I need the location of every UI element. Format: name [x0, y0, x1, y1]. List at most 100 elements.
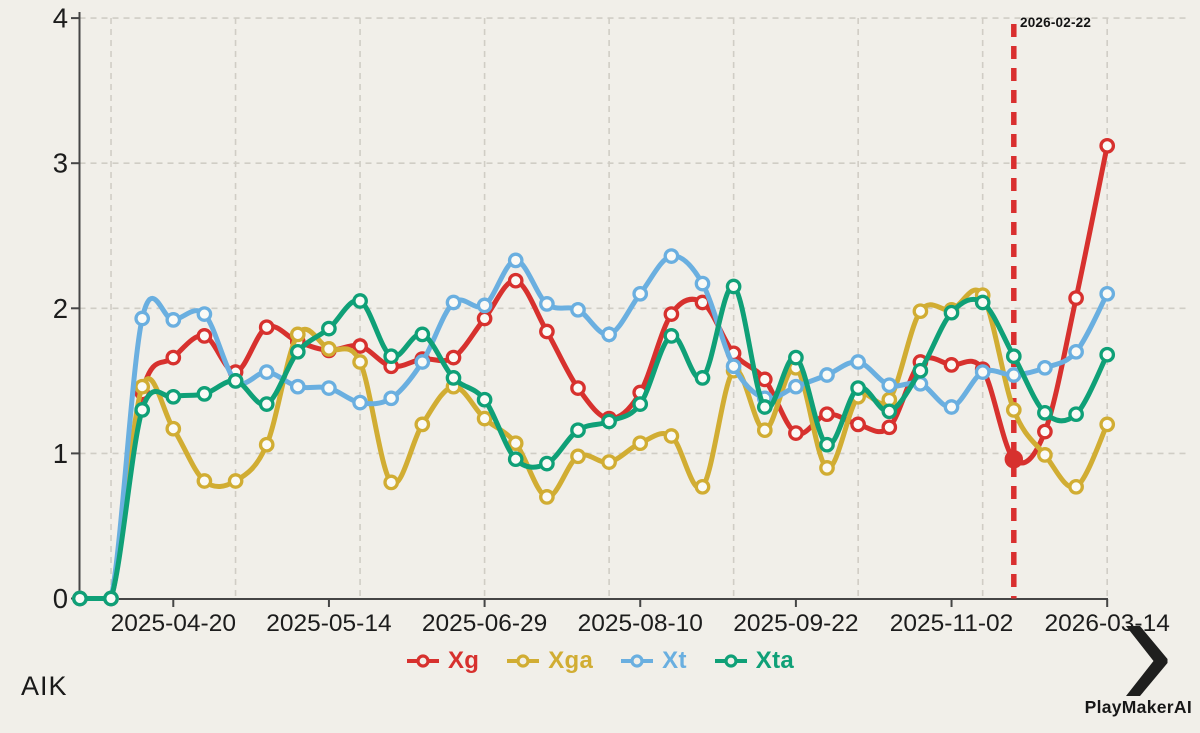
data-point-Xt [507, 252, 524, 269]
data-point-Xta [72, 590, 88, 607]
data-point-Xg [756, 371, 773, 388]
data-point-Xta [570, 422, 586, 439]
data-point-Xta [321, 320, 337, 337]
data-point-Xta [601, 413, 617, 430]
series-line-Xga [77, 287, 1110, 601]
data-point-Xga [819, 460, 835, 476]
data-point-Xga [570, 448, 586, 465]
legend-ring [724, 654, 738, 668]
data-point-Xta [227, 373, 244, 389]
legend-marker-xg-icon [406, 654, 439, 668]
y-tick-label: 1 [53, 438, 68, 469]
data-point-Xg [943, 357, 960, 373]
data-point-Xga [539, 489, 555, 505]
data-point-Xta [165, 388, 182, 405]
data-point-Xg [258, 319, 275, 336]
data-point-Xta [694, 370, 711, 386]
data-point-Xga [476, 410, 493, 427]
data-point-Xga [196, 473, 213, 489]
data-point-Xga [1068, 478, 1084, 495]
data-point-Xt [476, 297, 493, 314]
data-point-Xga [694, 478, 711, 495]
data-point-Xg [1099, 137, 1116, 154]
legend-label-xga: Xga [548, 647, 594, 674]
legend-ring [516, 654, 530, 668]
data-point-Xta [663, 328, 680, 344]
data-point-Xta [974, 294, 991, 311]
legend-ring [416, 654, 430, 668]
legend-marker-xt-icon [621, 654, 654, 668]
y-tick-label: 2 [53, 293, 68, 324]
data-point-Xta [445, 370, 462, 386]
data-point-Xt [632, 285, 649, 302]
data-point-Xt [974, 364, 991, 380]
data-point-Xta [943, 304, 960, 321]
y-tick-label: 4 [53, 3, 68, 34]
x-tick-label: 2025-05-14 [266, 610, 391, 637]
data-point-Xt [352, 394, 368, 411]
data-point-Xta [134, 402, 151, 418]
legend-item-xga: Xga [506, 647, 593, 675]
data-point-Xt [788, 378, 804, 395]
data-point-Xta [352, 293, 368, 309]
data-point-Xta [819, 436, 835, 453]
team-label: AIK [21, 671, 68, 701]
x-tick-label: 2025-06-29 [422, 610, 547, 637]
data-point-Xta [258, 396, 275, 412]
data-point-Xta [1099, 346, 1116, 363]
data-point-Xt [165, 312, 182, 328]
y-tick-label: 0 [53, 583, 68, 614]
data-point-Xt [258, 364, 275, 380]
data-point-Xga [383, 474, 400, 491]
data-point-Xt [1068, 343, 1084, 360]
data-point-Xga [756, 422, 773, 439]
data-point-Xga [1005, 402, 1022, 418]
legend-item-xg: Xg [406, 647, 479, 675]
x-tick-label: 2025-11-02 [890, 610, 1014, 637]
legend-item-xta: Xta [714, 647, 794, 675]
data-point-Xt [819, 367, 835, 383]
data-point-Xg [196, 328, 213, 344]
data-point-Xta [1037, 404, 1053, 421]
data-point-Xga [414, 416, 431, 433]
data-point-Xga [507, 435, 524, 452]
data-point-Xg [352, 338, 368, 354]
data-point-Xt [134, 310, 151, 327]
data-point-Xt [601, 326, 617, 343]
data-point-Xga [1037, 447, 1053, 463]
data-point-Xt [850, 354, 866, 370]
data-point-Xg [507, 272, 524, 289]
data-point-Xta [383, 348, 400, 365]
legend-ring [630, 654, 644, 668]
data-point-Xt [445, 294, 462, 311]
data-point-Xg [881, 419, 898, 436]
x-tick-label: 2025-08-10 [578, 610, 703, 637]
data-point-Xt [694, 275, 711, 292]
data-point-Xga [601, 454, 617, 470]
series-line-Xta [77, 283, 1110, 601]
x-tick-label: 2025-09-22 [733, 610, 858, 637]
data-point-Xt [881, 377, 898, 394]
data-point-Xt [570, 301, 586, 318]
legend-marker-xta-icon [714, 654, 747, 668]
legend-item-xt: Xt [620, 647, 687, 675]
data-point-Xg [788, 425, 804, 441]
event-data-point [1004, 450, 1023, 469]
legend-label-xt: Xt [662, 647, 687, 674]
playmaker-chevron-logo-icon [1126, 626, 1168, 696]
legend-label-xg: Xg [447, 647, 480, 674]
data-point-Xg [1068, 290, 1084, 306]
data-point-Xga [352, 354, 368, 370]
data-point-Xta [196, 386, 213, 402]
data-point-Xta [103, 590, 119, 607]
data-point-Xga [321, 341, 337, 357]
data-point-Xg [445, 349, 462, 366]
chart-legend: Xg Xga Xt Xta [0, 643, 1200, 679]
data-point-Xta [1005, 348, 1022, 365]
data-point-Xta [1068, 406, 1084, 423]
event-date-annotation: 2026-02-22 [1020, 15, 1092, 30]
data-point-Xg [165, 349, 182, 366]
data-point-Xta [912, 362, 929, 379]
y-tick-label: 3 [53, 148, 68, 179]
